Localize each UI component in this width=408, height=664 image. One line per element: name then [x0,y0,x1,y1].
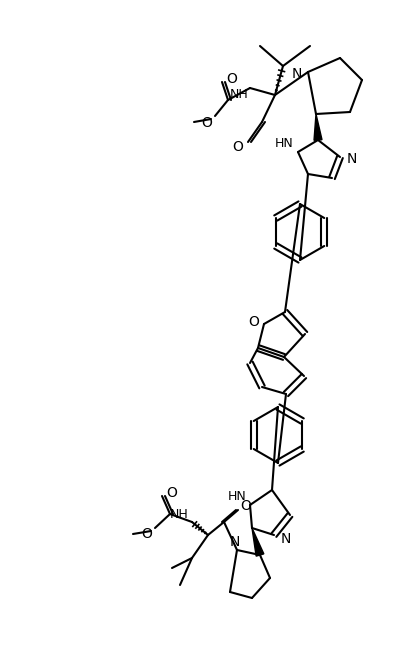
Text: O: O [248,315,259,329]
Polygon shape [252,528,264,556]
Text: O: O [226,72,237,86]
Text: HN: HN [275,137,294,149]
Text: N: N [292,67,302,81]
Text: O: O [233,140,244,154]
Polygon shape [314,114,322,140]
Text: NH: NH [229,88,248,100]
Text: N: N [281,532,291,546]
Text: O: O [241,499,251,513]
Text: HN: HN [227,491,246,503]
Text: N: N [230,535,240,549]
Text: NH: NH [169,507,188,521]
Text: N: N [347,152,357,166]
Text: O: O [166,486,177,500]
Text: O: O [202,116,213,130]
Text: O: O [142,527,153,541]
